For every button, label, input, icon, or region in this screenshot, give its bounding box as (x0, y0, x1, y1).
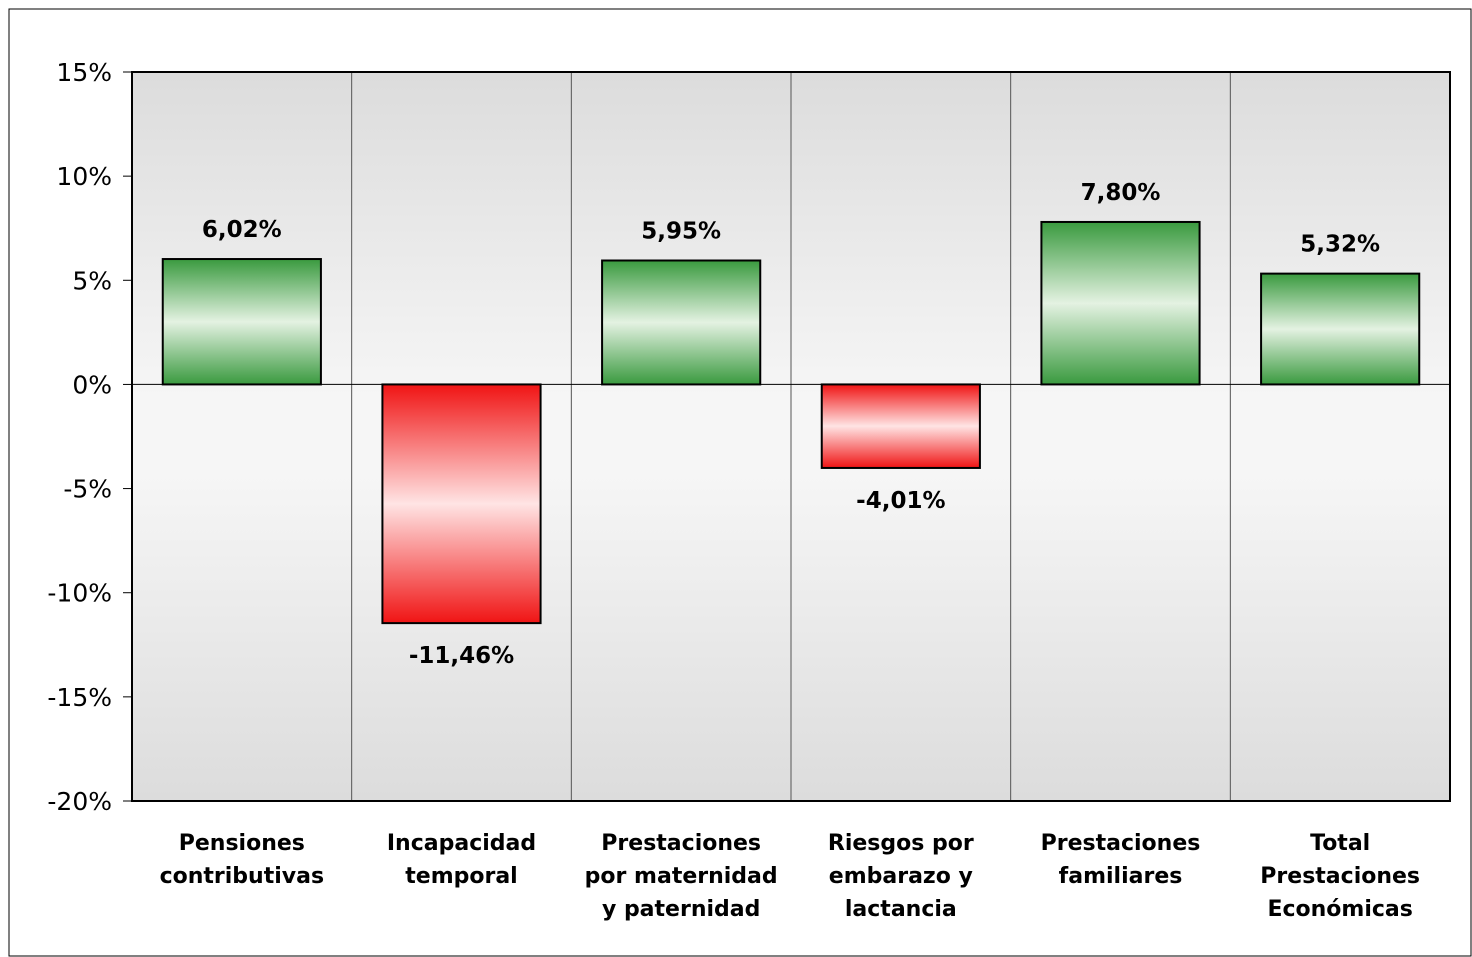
y-tick-label: 15% (56, 58, 112, 87)
bar (161, 258, 322, 386)
x-category-label: contributivas (160, 864, 324, 889)
y-tick-label: -15% (47, 683, 112, 712)
data-label: 5,95% (641, 218, 721, 244)
bar (1260, 272, 1421, 386)
x-category-label: temporal (405, 864, 517, 889)
y-tick-label: 5% (72, 266, 112, 295)
bar (601, 259, 762, 386)
x-category-label: Pensiones (179, 831, 305, 856)
y-tick-label: -10% (47, 579, 112, 608)
x-category-label: Incapacidad (387, 831, 536, 856)
y-tick-label: 0% (72, 370, 112, 399)
x-category-label: Prestaciones (601, 831, 761, 856)
x-category-label: y paternidad (602, 897, 760, 922)
x-category-label: Prestaciones (1041, 831, 1201, 856)
x-category-label: familiares (1059, 864, 1183, 889)
x-category-label: por maternidad (585, 864, 778, 889)
x-category-label: Prestaciones (1260, 864, 1420, 889)
data-label: 7,80% (1081, 180, 1161, 206)
bar (820, 383, 981, 469)
x-category-label: Riesgos por (828, 831, 974, 856)
x-category-label: lactancia (845, 897, 957, 922)
data-label: 6,02% (202, 217, 282, 243)
bar (381, 383, 542, 625)
data-label: 5,32% (1300, 232, 1380, 258)
data-label: -4,01% (856, 488, 945, 514)
y-tick-label: 10% (56, 162, 112, 191)
y-tick-label: -20% (47, 787, 112, 816)
plot-border (131, 71, 1451, 802)
y-tick-label: -5% (63, 475, 112, 504)
data-label: -11,46% (409, 643, 514, 669)
bar (1040, 220, 1201, 386)
x-category-label: Total (1310, 831, 1370, 856)
x-category-label: embarazo y (829, 864, 973, 889)
x-category-label: Económicas (1267, 897, 1412, 922)
